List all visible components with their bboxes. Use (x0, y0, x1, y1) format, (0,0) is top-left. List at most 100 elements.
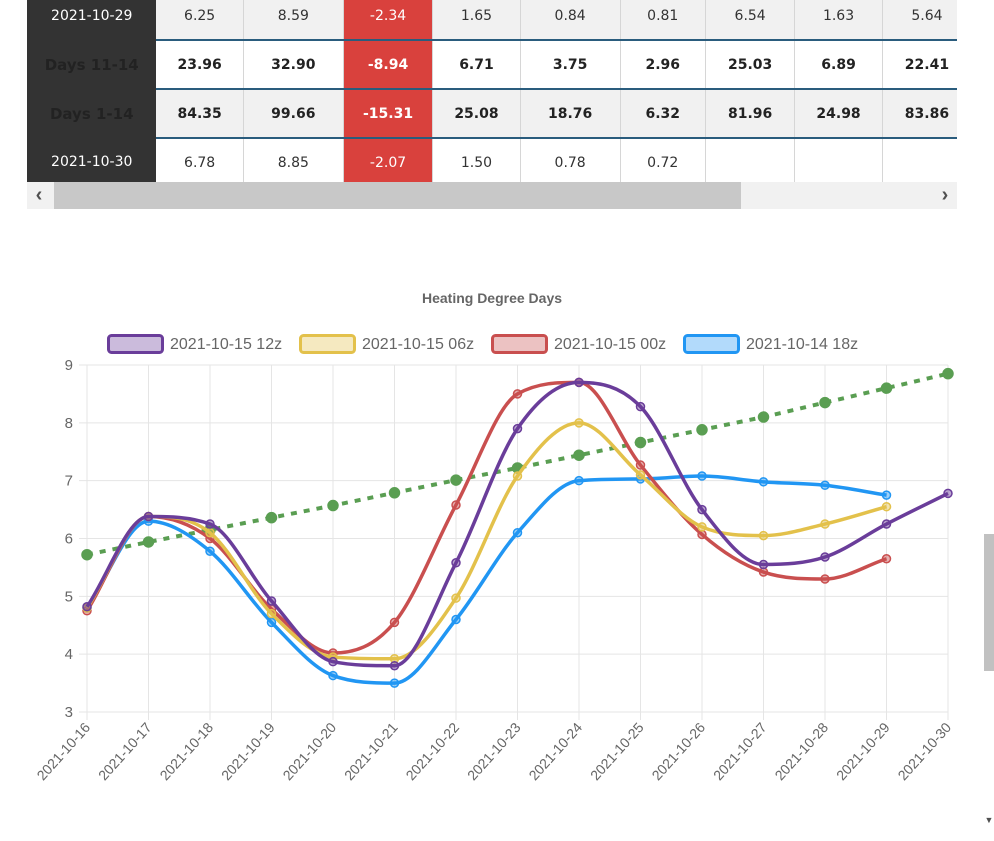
series-group (82, 377, 892, 658)
table-row: 2021-10-30 6.78 8.85 -2.07 1.50 0.78 0.72 (27, 138, 957, 182)
table-cell: 0.72 (620, 138, 706, 182)
data-point (880, 382, 893, 394)
data-point (450, 474, 462, 486)
x-tick-label: 2021-10-25 (587, 719, 647, 783)
data-point (266, 608, 277, 619)
page-vertical-scrollbar[interactable]: ▼ (984, 0, 994, 841)
data-point (205, 527, 215, 538)
x-tick-label: 2021-10-17 (95, 719, 155, 783)
table-cell: 6.32 (620, 88, 706, 139)
legend-label: 2021-10-15 06z (362, 336, 474, 353)
data-point (388, 487, 401, 499)
table-cell: 8.85 (243, 138, 344, 182)
table-cell: -2.07 (343, 138, 434, 182)
table-cell: 84.35 (156, 88, 244, 139)
table-cell: 32.90 (243, 39, 344, 90)
data-point (881, 553, 892, 564)
y-tick-label: 5 (65, 588, 73, 605)
data-point (512, 423, 523, 434)
table-cell (882, 138, 957, 182)
data-point (574, 418, 584, 428)
y-tick-label: 7 (65, 473, 73, 490)
table-cell: 83.86 (882, 88, 957, 139)
table-cell: 6.78 (156, 138, 244, 182)
data-point (942, 367, 954, 380)
x-tick-label: 2021-10-27 (710, 719, 770, 783)
data-point (512, 471, 523, 481)
table-cell: 81.96 (705, 88, 796, 139)
data-point (573, 449, 585, 461)
data-point (512, 389, 523, 399)
data-point (451, 593, 461, 603)
y-tick-label: 3 (65, 704, 73, 721)
grid-lines (79, 364, 949, 720)
scrollbar-thumb[interactable] (54, 182, 741, 209)
x-tick-label: 2021-10-24 (525, 719, 585, 783)
data-point (389, 654, 400, 664)
data-point (820, 552, 830, 562)
data-point (512, 527, 523, 538)
scroll-right-arrow-icon[interactable]: › (941, 184, 949, 206)
data-point (574, 377, 584, 388)
data-point (451, 500, 461, 510)
table-cell: 1.65 (432, 0, 521, 41)
table-cell: 3.75 (520, 39, 621, 90)
data-point (574, 475, 584, 486)
hdd-table: 2021-10-29 6.25 8.59 -2.34 1.65 0.84 0.81 6.54 1… (27, 0, 957, 182)
legend-swatch (107, 334, 164, 354)
horizontal-scrollbar[interactable]: ‹ › (27, 182, 957, 209)
data-point (943, 488, 953, 499)
data-point (328, 670, 338, 681)
x-tick-label: 2021-10-18 (156, 719, 216, 783)
table-cell: -2.34 (343, 0, 434, 41)
data-point (634, 436, 647, 449)
scroll-left-arrow-icon[interactable]: ‹ (35, 184, 43, 206)
x-tick-label: 2021-10-28 (771, 719, 831, 783)
table-cell: -15.31 (343, 88, 434, 139)
table-cell: 8.59 (243, 0, 344, 41)
table-cell: 6.71 (432, 39, 521, 90)
table-cell (794, 138, 883, 182)
table-cell: 23.96 (156, 39, 244, 90)
legend-label: 2021-10-15 00z (554, 336, 666, 353)
data-point (81, 548, 93, 561)
data-point (328, 656, 338, 667)
series-line (86, 371, 949, 557)
series-line (85, 421, 887, 661)
table-cell: 25.08 (432, 88, 521, 139)
table-cell: 0.78 (520, 138, 621, 182)
x-tick-label: 2021-10-19 (218, 719, 278, 783)
data-point (143, 511, 154, 522)
data-point (819, 396, 831, 409)
page-scrollbar-thumb[interactable] (984, 534, 994, 671)
data-point (881, 519, 892, 529)
legend-swatch (683, 334, 740, 354)
table-cell: 0.81 (620, 0, 706, 41)
table-row: 2021-10-29 6.25 8.59 -2.34 1.65 0.84 0.81 6.54 1… (27, 0, 957, 41)
data-point (635, 401, 646, 412)
data-point (205, 546, 215, 556)
data-point (758, 477, 769, 487)
data-point (697, 471, 707, 481)
data-point (451, 614, 461, 625)
table-row: Days 11-14 23.96 32.90 -8.94 6.71 3.75 2.96 25.… (27, 39, 957, 90)
legend-label: 2021-10-14 18z (746, 336, 858, 353)
data-point (265, 511, 278, 524)
data-point (205, 519, 215, 529)
y-tick-label: 6 (65, 531, 73, 548)
table-cell: 99.66 (243, 88, 344, 139)
x-tick-label: 2021-10-26 (648, 719, 708, 783)
row-label: 2021-10-30 (27, 138, 157, 182)
table-cell: 25.03 (705, 39, 796, 90)
data-point (142, 536, 155, 548)
data-point (697, 522, 707, 532)
row-label: 2021-10-29 (27, 0, 157, 41)
data-point (82, 601, 92, 612)
table-cell: 0.84 (520, 0, 621, 41)
x-tick-label: 2021-10-22 (402, 719, 462, 783)
data-point (389, 678, 400, 688)
scroll-down-arrow-icon[interactable]: ▼ (984, 815, 994, 825)
data-point (757, 411, 770, 423)
data-point (881, 501, 892, 512)
legend-swatch (299, 334, 356, 354)
